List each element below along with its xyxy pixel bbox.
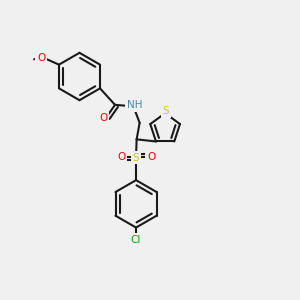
Text: Cl: Cl [131,235,141,244]
Text: O: O [100,113,108,123]
Text: S: S [163,106,169,116]
Text: O: O [37,53,45,63]
Text: O: O [117,152,125,162]
Text: O: O [147,152,155,162]
Text: NH: NH [127,100,142,110]
Text: S: S [133,153,139,163]
